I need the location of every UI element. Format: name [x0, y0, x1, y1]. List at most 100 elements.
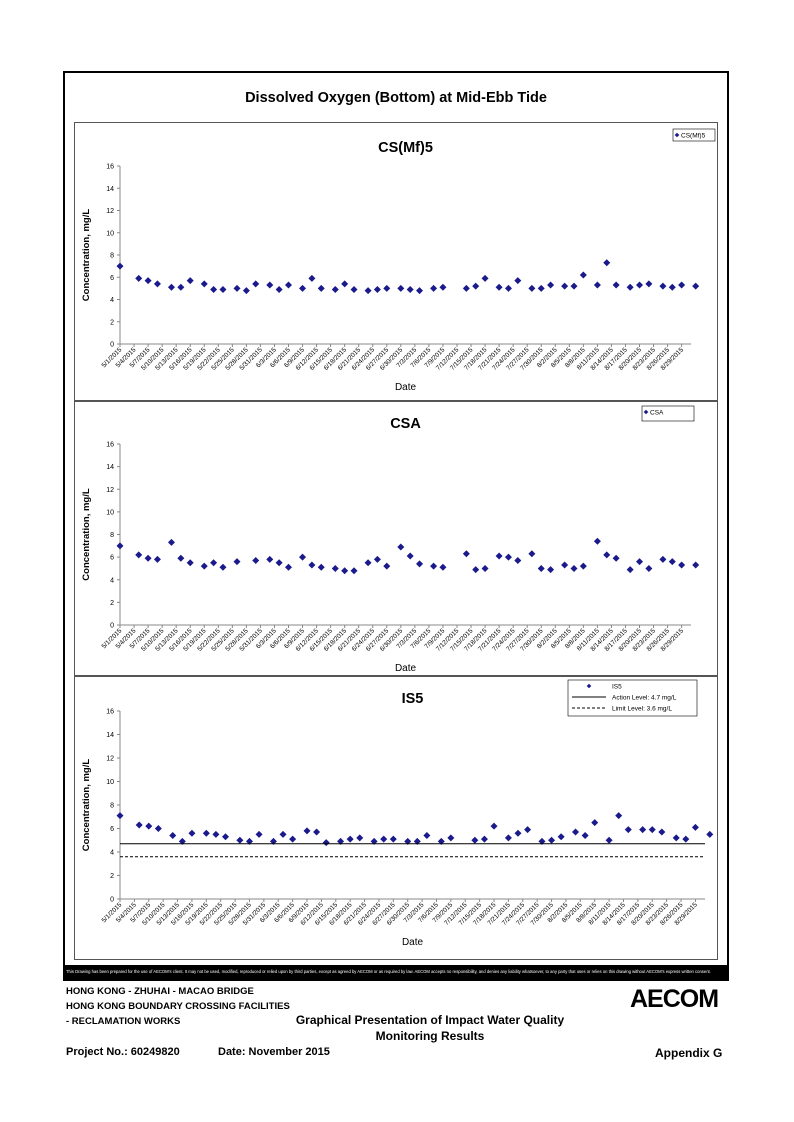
data-point	[245, 837, 253, 845]
data-point	[397, 284, 405, 292]
data-point	[481, 564, 489, 572]
data-point	[317, 284, 325, 292]
y-tick-label: 6	[110, 275, 114, 282]
y-tick-label: 10	[106, 779, 114, 786]
data-point	[605, 836, 613, 844]
data-point	[603, 259, 611, 267]
data-point	[337, 837, 345, 845]
data-point	[153, 555, 161, 563]
data-point	[186, 559, 194, 567]
data-point	[615, 812, 623, 820]
data-point	[659, 282, 667, 290]
data-point	[439, 563, 447, 571]
data-point	[284, 281, 292, 289]
data-point	[252, 557, 260, 565]
data-point	[346, 835, 354, 843]
data-point	[200, 280, 208, 288]
y-tick-label: 2	[110, 600, 114, 607]
data-point	[373, 285, 381, 293]
data-point	[557, 833, 565, 841]
y-tick-label: 14	[106, 732, 114, 739]
chart-panel-csmf5: CS(Mf)5 0 2 4 6 8 10 12 14 16 5/1/2015 5/4/2015 5/7/…	[74, 122, 718, 401]
data-point	[706, 830, 714, 838]
aecom-logo: AECOM	[630, 985, 719, 1013]
data-point	[221, 833, 229, 841]
data-point	[275, 285, 283, 293]
y-axis-label: Concentration, mg/L	[81, 488, 92, 581]
data-point	[579, 562, 587, 570]
data-point	[341, 567, 349, 575]
data-point	[177, 283, 185, 291]
data-point	[504, 553, 512, 561]
legend-marker	[674, 132, 680, 138]
y-tick-label: 6	[110, 826, 114, 833]
data-point	[154, 825, 162, 832]
y-tick-label: 10	[106, 509, 114, 516]
data-point	[167, 283, 175, 291]
data-point	[471, 836, 479, 844]
data-point	[116, 812, 124, 820]
data-point	[481, 274, 489, 282]
data-point	[380, 835, 388, 843]
footer-drawing-title-line1: Graphical Presentation of Impact Water Q…	[295, 1013, 565, 1027]
data-point	[462, 550, 470, 558]
data-point	[145, 822, 153, 830]
data-point	[672, 834, 680, 842]
data-point	[373, 555, 381, 563]
legend-entry: IS5	[612, 683, 622, 690]
data-point	[472, 282, 480, 290]
data-point	[406, 285, 414, 293]
x-axis-label: Date	[395, 382, 417, 393]
legend-entry: CSA	[650, 409, 664, 416]
data-point	[186, 277, 194, 285]
y-tick-label: 10	[106, 230, 114, 237]
data-point	[480, 835, 488, 843]
data-point	[219, 563, 227, 571]
data-point	[439, 283, 447, 291]
footer-project-number: Project No.: 60249820	[66, 1046, 180, 1058]
y-tick-label: 8	[110, 253, 114, 260]
y-tick-label: 8	[110, 803, 114, 810]
y-tick-label: 4	[110, 577, 114, 584]
y-tick-label: 16	[106, 442, 114, 449]
data-point	[548, 836, 556, 844]
data-point	[116, 542, 124, 550]
data-point	[678, 561, 686, 569]
legend-box	[641, 405, 695, 422]
y-tick-label: 16	[106, 164, 114, 171]
footer-appendix: Appendix G	[655, 1046, 723, 1060]
data-point	[504, 284, 512, 292]
data-point	[490, 822, 498, 830]
data-point	[648, 826, 656, 834]
x-axis-label: Date	[395, 663, 417, 674]
data-point	[350, 285, 358, 293]
chart-svg: CSA02468101214165/1/20155/4/20155/7/2015…	[81, 405, 700, 674]
legend-entry: Action Level: 4.7 mg/L	[612, 694, 677, 701]
data-point	[528, 284, 536, 292]
data-point	[447, 834, 455, 842]
y-tick-label: 12	[106, 208, 114, 215]
data-point	[537, 564, 545, 572]
data-point	[255, 830, 263, 838]
data-point	[289, 835, 297, 843]
y-axis-label: Concentration, mg/L	[81, 759, 92, 852]
data-point	[639, 826, 647, 834]
data-point	[572, 828, 580, 836]
data-point	[682, 835, 690, 843]
chart-svg: IS502468101214165/1/20155/4/20155/7/2015…	[81, 679, 714, 948]
chart-title: CS(Mf)5	[378, 140, 433, 156]
data-point	[645, 280, 653, 288]
data-point	[303, 827, 311, 835]
footer-drawing-title-line2: Monitoring Results	[375, 1029, 485, 1043]
data-point	[626, 566, 634, 574]
data-point	[144, 277, 152, 285]
data-point	[659, 555, 667, 563]
data-point	[266, 281, 274, 289]
chart-panel-csa: CSA 0 2 4 6 8 10 12 14 16 5/1/2015 5/4/2015 5/7/2015…	[74, 401, 718, 676]
data-point	[364, 287, 372, 295]
data-point	[178, 837, 186, 845]
data-point	[317, 563, 325, 571]
y-axis-label: Concentration, mg/L	[81, 209, 92, 302]
data-point	[561, 282, 569, 290]
data-point	[538, 837, 546, 845]
